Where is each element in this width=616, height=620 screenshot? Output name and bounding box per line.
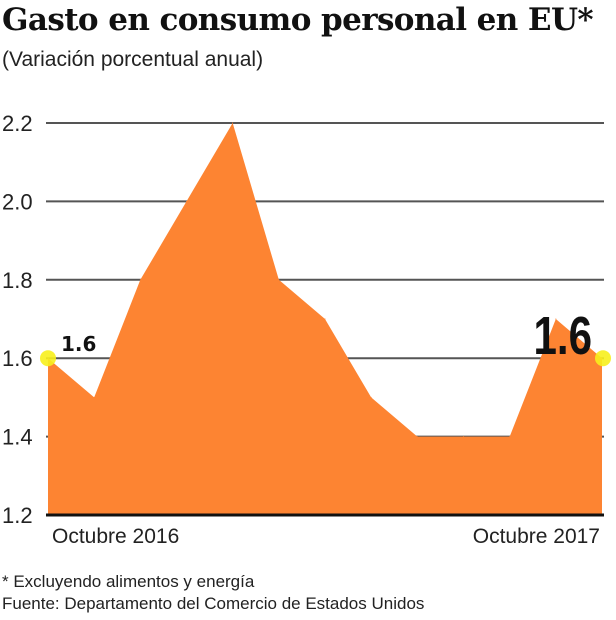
y-tick-label: 2.2 <box>2 111 33 136</box>
source-note: Fuente: Departamento del Comercio de Est… <box>2 594 425 613</box>
x-tick-label: Octubre 2017 <box>473 525 600 548</box>
y-tick-label: 1.2 <box>2 503 33 528</box>
data-point <box>370 396 372 398</box>
highlight-marker <box>40 350 56 367</box>
data-point <box>509 436 511 438</box>
data-point <box>232 122 234 124</box>
footnote: * Excluyendo alimentos y energía <box>2 572 255 591</box>
end-value-label: 1.6 <box>533 306 592 366</box>
y-tick-label: 1.6 <box>2 346 33 371</box>
x-axis-labels: Octubre 2016 Octubre 2017 <box>52 525 600 548</box>
area-chart: 2.22.01.81.61.41.2 Octubre 2016 Octubre 2… <box>2 111 611 548</box>
data-point <box>93 396 95 398</box>
start-value-label: 1.6 <box>61 332 96 356</box>
markers <box>40 350 611 367</box>
chart-title: Gasto en consumo personal en EU* <box>2 2 594 38</box>
y-tick-label: 2.0 <box>2 189 33 214</box>
data-point <box>555 318 557 320</box>
y-tick-label: 1.8 <box>2 268 33 293</box>
data-point <box>278 279 280 281</box>
data-point <box>186 200 187 202</box>
area-layer <box>46 122 604 517</box>
data-point <box>324 318 326 320</box>
y-axis-labels: 2.2 2.0 1.8 1.6 1.4 1.2 <box>2 111 33 528</box>
data-point <box>463 436 464 438</box>
x-tick-label: Octubre 2016 <box>52 525 179 548</box>
data-point <box>139 279 141 281</box>
chart-subtitle: (Variación porcentual anual) <box>2 48 264 71</box>
annotations: 1.6 1.6 <box>61 306 592 366</box>
highlight-marker <box>595 350 611 367</box>
data-point <box>416 436 418 438</box>
y-tick-label: 1.4 <box>2 425 33 450</box>
